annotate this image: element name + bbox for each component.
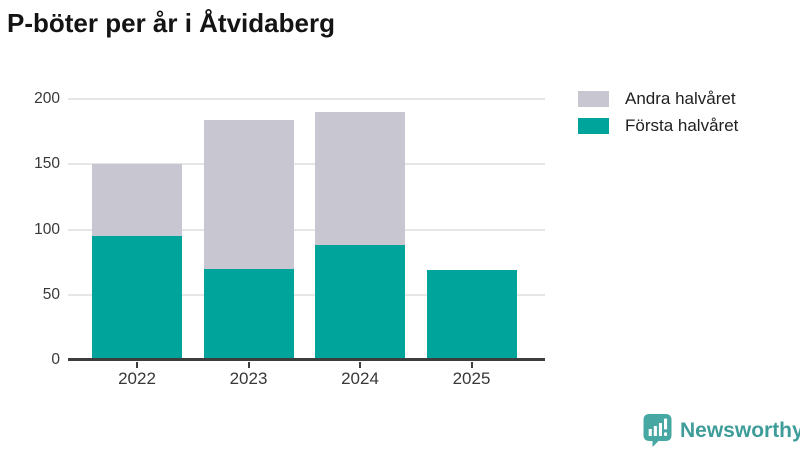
gridline-150 — [68, 163, 545, 166]
newsworthy-logo-icon — [643, 414, 672, 447]
x-tick-2022 — [136, 362, 138, 368]
bar-2023-f-rsta-halv-ret — [203, 268, 294, 360]
bar-2022-f-rsta-halv-ret — [92, 236, 182, 360]
x-tick-label-2025: 2025 — [452, 369, 491, 388]
x-tick-2025 — [470, 362, 473, 368]
y-tick-label-200: 200 — [34, 90, 60, 107]
bar-2022-andra-halv-ret — [92, 164, 182, 237]
chart-title: P-böter per år i Åtvidaberg — [7, 8, 335, 38]
gridline-50 — [68, 293, 545, 296]
x-axis-line — [68, 358, 545, 361]
legend-row-1: Första halvåret — [578, 116, 739, 135]
bar-2025-f-rsta-halv-ret — [426, 269, 517, 360]
bar-2023-andra-halv-ret — [203, 119, 294, 269]
legend-row-0: Andra halvåret — [578, 89, 738, 108]
y-tick-label-150: 150 — [34, 155, 60, 173]
bar-2024-andra-halv-ret — [315, 112, 405, 246]
legend-label-1: Första halvåret — [625, 116, 739, 135]
x-tick-label-2024: 2024 — [341, 369, 379, 388]
x-tick-2024 — [359, 362, 361, 368]
plot-area — [68, 98, 545, 368]
x-tick-label-2023: 2023 — [229, 369, 268, 388]
y-tick-label-100: 100 — [34, 220, 60, 238]
legend-swatch-0 — [578, 91, 609, 107]
y-tick-label-0: 0 — [51, 351, 60, 368]
legend-label-0: Andra halvåret — [625, 89, 736, 108]
legend-swatch-1 — [578, 118, 609, 134]
x-tick-2023 — [247, 362, 250, 368]
newsworthy-logo: Newsworthy — [643, 414, 800, 448]
legend: Andra halvåret Första halvåret — [578, 89, 739, 145]
bar-2024-f-rsta-halv-ret — [315, 245, 405, 360]
gridline-100 — [68, 228, 545, 231]
y-tick-label-50: 50 — [42, 285, 60, 303]
gridline-200 — [68, 98, 545, 100]
newsworthy-logo-text: Newsworthy — [680, 419, 800, 442]
x-tick-label-2022: 2022 — [118, 369, 156, 388]
